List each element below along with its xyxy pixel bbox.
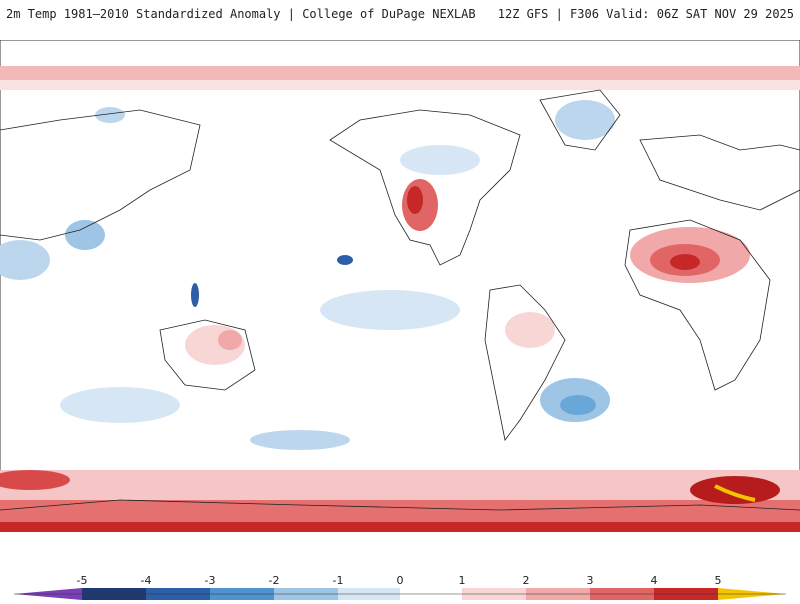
colorbar-graphic (14, 588, 786, 600)
colorbar: -5 -4 -3 -2 -1 0 1 2 3 4 5 (0, 566, 800, 600)
south-pacific-cool (250, 430, 350, 450)
model-run-info: 12Z GFS | F306 Valid: 06Z SAT NOV 29 202… (497, 7, 794, 21)
africa-outline (624, 219, 771, 391)
cb-label-m1: -1 (332, 574, 344, 587)
arctic-warm-band (0, 66, 800, 80)
arctic-warm-band-light (0, 80, 800, 90)
south-america-warm (505, 312, 555, 348)
south-america-outline (484, 284, 566, 441)
map-border (0, 40, 800, 532)
cb-label-0: 0 (396, 574, 404, 587)
cb-label-m3: -3 (204, 574, 216, 587)
cb-label-1: 1 (458, 574, 466, 587)
coastlines (0, 89, 800, 511)
map-title: 2m Temp 1981–2010 Standardized Anomaly |… (6, 7, 476, 21)
east-pacific-cool (320, 290, 460, 330)
antarctica-outline (0, 499, 800, 511)
antarctic-extreme-contour (714, 484, 756, 502)
greenland-outline (539, 89, 621, 151)
cb-label-3: 3 (586, 574, 594, 587)
greenland-cool (555, 100, 615, 140)
antarctic-warm-band-strong (0, 500, 800, 522)
cb-label-m5: -5 (76, 574, 88, 587)
se-asia-cool (65, 220, 105, 250)
europe-outline (639, 134, 800, 211)
cb-label-m4: -4 (140, 574, 152, 587)
india-cool (0, 240, 50, 280)
anomaly-map (0, 40, 800, 532)
antarctic-anomaly-peak (690, 476, 780, 504)
australia-outline (159, 319, 256, 391)
cb-label-5: 5 (714, 574, 722, 587)
antarctic-edge-band (0, 522, 800, 532)
antarctic-warm-band (0, 470, 800, 500)
antarctic-west-anomaly (0, 470, 70, 490)
new-guinea-cool-spot (191, 283, 199, 307)
header: 2m Temp 1981–2010 Standardized Anomaly |… (0, 0, 800, 30)
map-canvas (0, 40, 800, 532)
asia-outline (0, 109, 201, 241)
canada-cool (400, 145, 480, 175)
cb-label-2: 2 (522, 574, 530, 587)
north-america-outline (329, 109, 521, 266)
pacific-cool-spot (337, 255, 353, 265)
southern-ocean-cool (60, 387, 180, 423)
cb-label-4: 4 (650, 574, 658, 587)
cb-label-m2: -2 (268, 574, 280, 587)
